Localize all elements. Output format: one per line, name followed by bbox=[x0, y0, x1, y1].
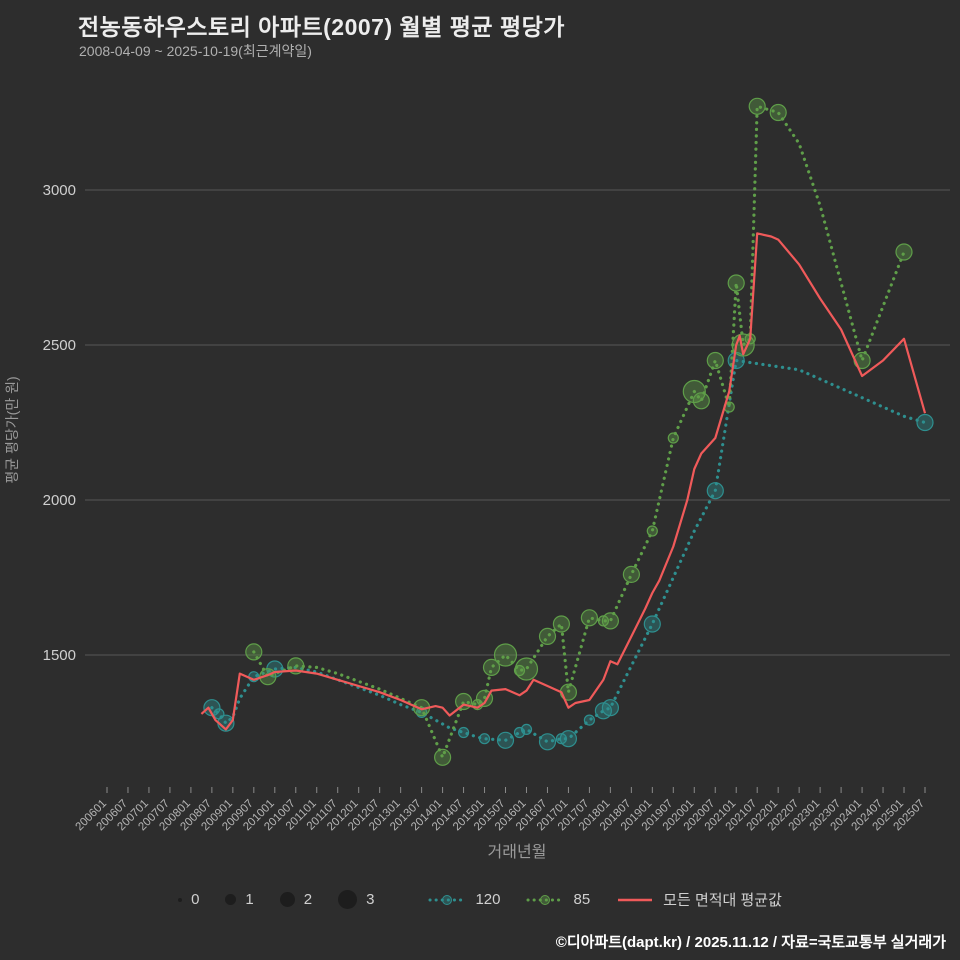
legend-size-0[interactable]: 0 bbox=[178, 891, 199, 908]
bubble-85 bbox=[667, 432, 679, 444]
bubble-85 bbox=[597, 615, 610, 627]
bubble-85 bbox=[538, 627, 557, 646]
legend-size-1[interactable]: 1 bbox=[225, 891, 254, 908]
bubble-120 bbox=[706, 482, 724, 500]
bubble-120 bbox=[520, 723, 533, 736]
bubble-85 bbox=[748, 97, 766, 115]
bubble-85 bbox=[769, 103, 787, 122]
credit-text: ©디아파트(dapt.kr) / 2025.11.12 / 자료=국토교통부 실… bbox=[555, 934, 946, 951]
legend-series-85-label: 85 bbox=[573, 891, 591, 908]
bubble-85 bbox=[482, 658, 501, 677]
size-dot-0-icon bbox=[178, 897, 183, 902]
bubble-85 bbox=[692, 392, 710, 410]
bubble-85 bbox=[552, 615, 571, 633]
bubble-85 bbox=[434, 748, 452, 766]
legend-series-120-label: 120 bbox=[475, 891, 501, 908]
legend-series-120[interactable]: 120 bbox=[428, 891, 500, 908]
chart-title: 전농동하우스토리 아파트(2007) 월별 평균 평당가 bbox=[78, 14, 565, 40]
bubble-85 bbox=[493, 643, 518, 667]
y-tick-label: 2000 bbox=[43, 492, 76, 509]
bubble-85 bbox=[895, 243, 913, 261]
bubble-85 bbox=[646, 525, 658, 537]
bubble-120 bbox=[601, 699, 620, 717]
chart-plot[interactable]: 1500200025003000200601200607200701200707… bbox=[0, 60, 960, 880]
bubble-85 bbox=[706, 351, 724, 370]
bubble-85 bbox=[682, 379, 706, 404]
y-tick-label: 2500 bbox=[43, 337, 76, 354]
series-85 bbox=[252, 104, 906, 762]
bubble-85 bbox=[727, 274, 745, 292]
bubble-120 bbox=[538, 733, 557, 751]
bubble-120 bbox=[643, 615, 661, 633]
bubble-85 bbox=[601, 612, 620, 630]
legend-size-2-label: 2 bbox=[303, 891, 313, 908]
series-avg-swatch-icon bbox=[618, 898, 653, 901]
bubble-120 bbox=[583, 714, 596, 726]
y-tick-label: 1500 bbox=[43, 647, 76, 664]
bubble-85 bbox=[622, 565, 641, 584]
bubble-85 bbox=[513, 664, 526, 677]
bubble-120 bbox=[458, 726, 470, 739]
bubble-85 bbox=[580, 609, 599, 627]
legend-size-1-label: 1 bbox=[245, 891, 254, 908]
size-dot-1-icon bbox=[225, 894, 237, 905]
chart-subtitle: 2008-04-09 ~ 2025-10-19(최근계약일) bbox=[79, 43, 312, 59]
bubble-85 bbox=[514, 657, 539, 681]
legend-size-3-label: 3 bbox=[366, 891, 375, 908]
legend-size-0-label: 0 bbox=[191, 891, 200, 908]
size-dot-3-icon bbox=[338, 890, 358, 909]
x-axis-label: 거래년월 bbox=[488, 843, 547, 861]
bubble-120 bbox=[555, 733, 568, 745]
legend-size-2[interactable]: 2 bbox=[279, 891, 313, 908]
legend-series-avg[interactable]: 모든 면적대 평균값 bbox=[616, 889, 782, 910]
series-120-swatch-icon bbox=[428, 894, 466, 905]
bubble-120 bbox=[496, 731, 515, 749]
legend-series-avg-label: 모든 면적대 평균값 bbox=[663, 892, 782, 909]
bubble-120 bbox=[478, 733, 491, 745]
series-85-swatch-icon bbox=[526, 894, 564, 905]
size-dot-2-icon bbox=[279, 892, 295, 907]
bubble-120 bbox=[559, 730, 578, 748]
bubble-85 bbox=[245, 643, 263, 661]
bubble-120 bbox=[916, 413, 934, 432]
y-axis-label: 평균 평당가(만 원) bbox=[4, 376, 20, 483]
legend-size-3[interactable]: 3 bbox=[338, 890, 374, 909]
bubble-85 bbox=[455, 692, 473, 711]
y-tick-label: 3000 bbox=[43, 182, 76, 199]
series-모든 면적대 평균값 bbox=[200, 232, 927, 731]
chart-legend: 0 1 2 3 120 85 모든 면적대 평균값 bbox=[0, 889, 960, 910]
legend-series-85[interactable]: 85 bbox=[526, 891, 590, 908]
